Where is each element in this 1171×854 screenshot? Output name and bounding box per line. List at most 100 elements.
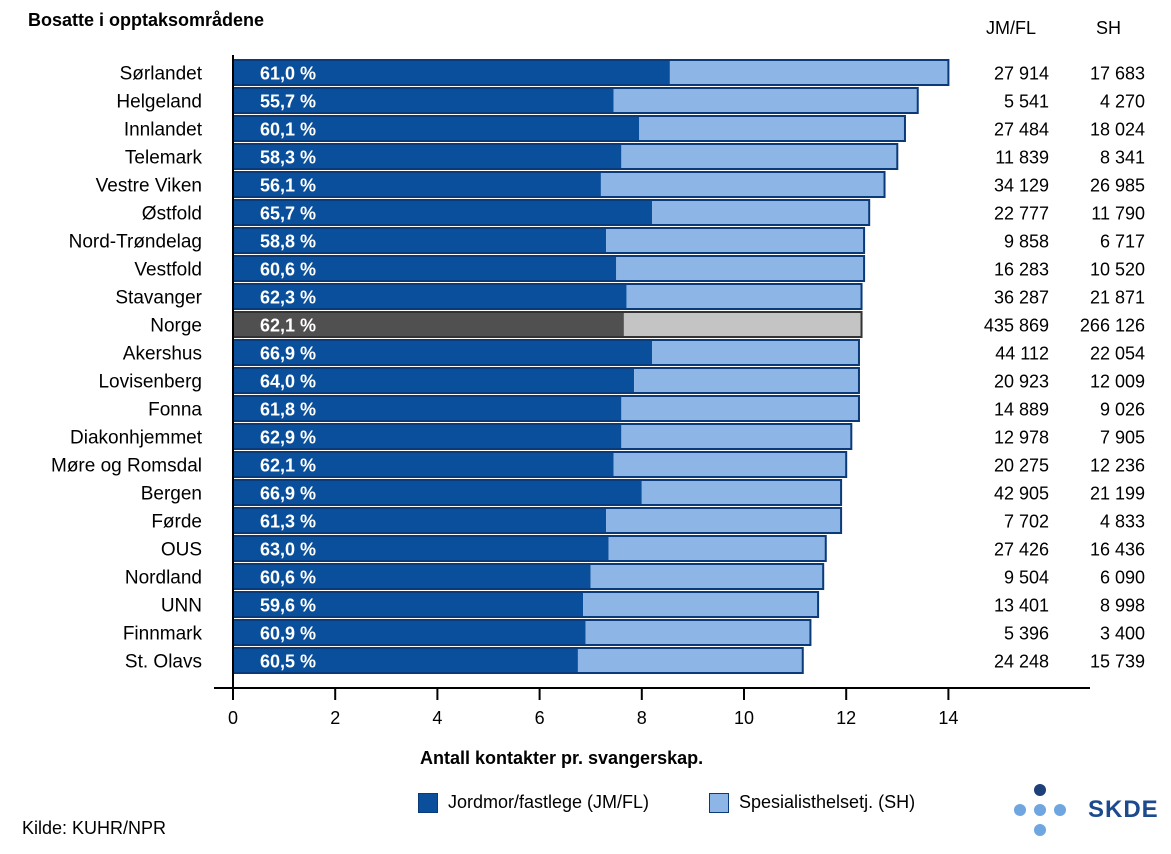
table-value-sh: 21 871 [1090, 288, 1145, 308]
bar-jmfl [233, 256, 617, 281]
table-value-jmfl: 24 248 [994, 652, 1049, 672]
share-label: 60,9 % [260, 624, 316, 644]
x-tick-label: 12 [836, 708, 856, 728]
share-label: 62,1 % [260, 316, 316, 336]
table-value-sh: 15 739 [1090, 652, 1145, 672]
share-label: 60,6 % [260, 568, 316, 588]
category-label: Akershus [123, 344, 202, 365]
bar-jmfl [233, 620, 586, 645]
table-value-sh: 4 270 [1100, 92, 1145, 112]
bar-jmfl [233, 340, 653, 365]
table-value-jmfl: 9 504 [1004, 568, 1049, 588]
logo-text: SKDE [1088, 796, 1159, 823]
table-value-sh: 9 026 [1100, 400, 1145, 420]
logo-dot-icon [1014, 804, 1026, 816]
share-label: 56,1 % [260, 176, 316, 196]
category-label: Bergen [141, 484, 202, 505]
bar-jmfl [233, 536, 609, 561]
bar-jmfl [233, 368, 635, 393]
table-value-jmfl: 42 905 [994, 484, 1049, 504]
x-tick-label: 2 [330, 708, 340, 728]
bar-sh [621, 424, 852, 449]
bar-jmfl [233, 592, 584, 617]
table-value-sh: 10 520 [1090, 260, 1145, 280]
bar-jmfl [233, 200, 653, 225]
share-label: 63,0 % [260, 540, 316, 560]
legend-item-jmfl: Jordmor/fastlege (JM/FL) [418, 792, 649, 813]
table-value-jmfl: 27 914 [994, 64, 1049, 84]
bar-sh [623, 312, 862, 337]
bar-sh [590, 564, 824, 589]
bar-jmfl [233, 648, 578, 673]
table-value-jmfl: 36 287 [994, 288, 1049, 308]
table-value-sh: 17 683 [1090, 64, 1145, 84]
table-value-sh: 6 717 [1100, 232, 1145, 252]
category-label: Vestfold [134, 260, 202, 281]
table-value-jmfl: 20 923 [994, 372, 1049, 392]
source-note: Kilde: KUHR/NPR [22, 818, 167, 838]
x-tick-label: 14 [938, 708, 958, 728]
bar-sh [577, 648, 803, 673]
bar-sh [621, 396, 859, 421]
table-value-jmfl: 12 978 [994, 428, 1049, 448]
table-value-sh: 11 790 [1091, 204, 1145, 224]
table-value-sh: 6 090 [1100, 568, 1145, 588]
table-value-jmfl: 27 484 [994, 120, 1049, 140]
category-label: Telemark [125, 148, 203, 169]
table-value-sh: 16 436 [1090, 540, 1145, 560]
table-value-sh: 12 009 [1090, 372, 1145, 392]
category-label: Innlandet [124, 120, 203, 141]
table-value-jmfl: 27 426 [994, 540, 1049, 560]
table-value-sh: 18 024 [1090, 120, 1145, 140]
bar-sh [585, 620, 811, 645]
bar-sh [613, 452, 847, 477]
table-value-jmfl: 7 702 [1004, 512, 1049, 532]
table-value-jmfl: 9 858 [1004, 232, 1049, 252]
bar-sh [600, 172, 885, 197]
share-label: 61,0 % [260, 64, 316, 84]
x-axis-label: Antall kontakter pr. svangerskap. [420, 748, 704, 768]
x-tick-label: 8 [637, 708, 647, 728]
table-value-sh: 8 341 [1100, 148, 1145, 168]
legend-item-sh: Spesialisthelsetj. (SH) [709, 792, 915, 813]
share-label: 61,3 % [260, 512, 316, 532]
share-label: 60,5 % [260, 652, 316, 672]
table-value-sh: 4 833 [1100, 512, 1145, 532]
bar-sh [626, 284, 862, 309]
bar-jmfl [233, 172, 601, 197]
table-value-jmfl: 16 283 [994, 260, 1049, 280]
table-value-jmfl: 44 112 [995, 344, 1049, 364]
bar-jmfl [233, 116, 640, 141]
category-label: Norge [150, 316, 202, 337]
bar-sh [634, 368, 859, 393]
share-label: 62,3 % [260, 288, 316, 308]
legend-swatch-jmfl [418, 792, 438, 813]
category-label: Østfold [142, 204, 202, 225]
bar-sh [641, 480, 842, 505]
bar-sh [608, 536, 826, 561]
category-label: Diakonhjemmet [70, 428, 203, 449]
category-label: Stavanger [115, 288, 202, 309]
table-value-sh: 21 199 [1090, 484, 1145, 504]
table-value-jmfl: 435 869 [984, 316, 1049, 336]
table-value-jmfl: 14 889 [994, 400, 1049, 420]
table-value-sh: 26 985 [1090, 176, 1145, 196]
category-label: Nord-Trøndelag [69, 232, 202, 253]
category-label: Fonna [148, 400, 202, 421]
column-header-jmfl: JM/FL [986, 18, 1037, 38]
x-tick-label: 4 [432, 708, 442, 728]
share-label: 58,3 % [260, 148, 316, 168]
bar-sh [621, 144, 898, 169]
category-label: Førde [151, 512, 202, 533]
table-value-sh: 8 998 [1100, 596, 1145, 616]
x-tick-label: 6 [535, 708, 545, 728]
category-label: Finnmark [123, 624, 203, 645]
share-label: 65,7 % [260, 204, 316, 224]
table-value-sh: 3 400 [1100, 624, 1145, 644]
table-value-jmfl: 5 541 [1004, 92, 1049, 112]
bar-sh [639, 116, 905, 141]
bar-jmfl [233, 312, 624, 337]
logo-dot-icon [1054, 804, 1066, 816]
bar-sh [613, 88, 918, 113]
